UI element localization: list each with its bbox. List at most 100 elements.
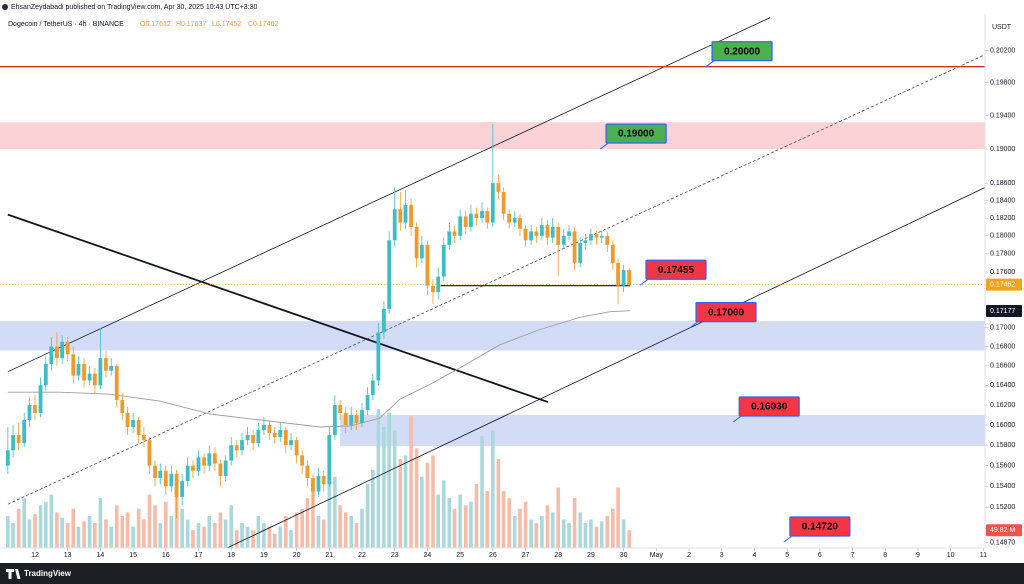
candle-body	[174, 473, 179, 497]
volume-bar	[98, 498, 103, 548]
volume-bar	[327, 466, 332, 548]
volume-bar	[207, 515, 212, 548]
volume-bar	[583, 523, 588, 548]
volume-bar	[147, 494, 152, 548]
volume-bar	[616, 487, 620, 548]
x-tick-label: 11	[980, 552, 987, 559]
volume-bar	[202, 526, 206, 548]
candle-body	[545, 225, 550, 238]
x-tick-label: 3	[720, 552, 724, 559]
x-tick-label: 8	[883, 552, 887, 559]
currency-label: USDT	[992, 24, 1012, 31]
x-tick-label: 10	[947, 552, 955, 559]
candle-body	[191, 465, 195, 471]
x-tick-label: 16	[162, 552, 170, 559]
volume-bar	[485, 491, 490, 548]
x-tick-label: 4	[752, 552, 756, 559]
volume-bar	[120, 515, 125, 548]
volume-bar	[627, 530, 631, 548]
volume-bar	[38, 505, 43, 548]
volume-bar	[382, 426, 386, 548]
candle-body	[354, 414, 359, 423]
y-tick-label: 0.16600	[990, 363, 1015, 370]
y-tick-label: 0.18600	[990, 180, 1015, 187]
candle-body	[370, 380, 375, 396]
volume-bar	[545, 505, 550, 548]
candle-body	[621, 270, 626, 286]
candle-body	[82, 363, 86, 381]
candle-body	[22, 419, 27, 444]
price-badge-label: 0.17177	[990, 308, 1015, 315]
candle-body	[240, 440, 244, 451]
candle-body	[278, 430, 283, 438]
candle-body	[104, 358, 108, 371]
volume-bar	[343, 512, 348, 548]
y-tick-label: 0.20200	[990, 48, 1015, 55]
candle-body	[234, 445, 239, 451]
candle-body	[321, 475, 326, 485]
volume-bar	[365, 483, 370, 548]
ohlc-value: H0.17637	[176, 21, 206, 28]
volume-bar	[104, 519, 108, 548]
candle-body	[365, 395, 370, 411]
x-tick-label: 23	[391, 552, 399, 559]
x-tick-label: May	[650, 552, 664, 559]
candle-body	[463, 216, 468, 227]
x-tick-label: 7	[851, 552, 855, 559]
price-zone	[0, 321, 985, 351]
candle-body	[605, 235, 610, 245]
candle-body	[169, 473, 174, 487]
ohlc-value: L0.17452	[212, 21, 241, 28]
x-tick-label: 18	[227, 552, 235, 559]
publish-header: EhsanZeydabadi published on TradingView.…	[11, 4, 258, 11]
candle-body	[125, 412, 130, 427]
y-tick-label: 0.16200	[990, 402, 1015, 409]
volume-bar	[229, 505, 234, 548]
volume-bar	[561, 519, 566, 548]
volume-bar	[316, 515, 321, 548]
candle-body	[16, 435, 21, 444]
x-tick-label: 21	[325, 552, 333, 559]
symbol-legend: Dogecoin / TetherUS · 4h · BINANCE	[8, 21, 124, 28]
candle-body	[212, 453, 217, 464]
candle-body	[376, 332, 381, 381]
volume-bar	[71, 508, 76, 548]
annotation-pointer	[689, 321, 699, 329]
volume-bar	[262, 523, 266, 548]
candle-body	[360, 410, 364, 423]
price-badge	[986, 278, 1022, 291]
volume-bar	[131, 526, 135, 548]
volume-bar	[180, 508, 184, 548]
volume-bar	[447, 498, 452, 548]
y-tick-label: 0.14870	[990, 539, 1015, 546]
candle-body	[185, 465, 190, 482]
candle-body	[332, 405, 337, 436]
x-tick-label: 20	[293, 552, 301, 559]
annotation-box	[695, 302, 757, 323]
volume-bar	[501, 491, 506, 548]
candle-body	[55, 346, 59, 359]
author-icon	[2, 4, 8, 10]
candle-body	[550, 226, 555, 238]
annotation-box	[645, 259, 707, 280]
candle-body	[496, 183, 501, 192]
candle-body	[120, 400, 125, 413]
candle-body	[436, 276, 441, 293]
candle-body	[98, 358, 103, 386]
volume-bar	[572, 498, 577, 548]
volume-bar	[114, 505, 119, 548]
candle-body	[141, 435, 146, 441]
candle-body	[43, 363, 48, 386]
x-tick-label: 12	[31, 552, 39, 559]
candle-body	[469, 213, 473, 227]
annotation-label: 0.19000	[618, 129, 655, 140]
volume-bar	[452, 508, 457, 548]
volume-bar	[436, 494, 441, 548]
annotation-pointer	[599, 142, 609, 150]
candle-body	[518, 218, 522, 229]
y-tick-label: 0.18200	[990, 215, 1015, 222]
candle-body	[223, 460, 228, 476]
candle-body	[616, 262, 620, 286]
candle-body	[245, 435, 250, 441]
volume-bar	[16, 508, 21, 548]
